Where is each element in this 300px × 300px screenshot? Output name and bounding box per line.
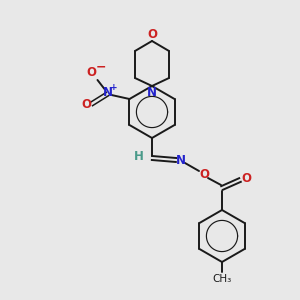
Text: O: O (147, 28, 157, 40)
Text: N: N (103, 86, 112, 100)
Text: O: O (86, 67, 97, 80)
Text: O: O (241, 172, 251, 185)
Text: O: O (82, 98, 92, 112)
Text: O: O (199, 167, 209, 181)
Text: N: N (176, 154, 186, 166)
Text: CH₃: CH₃ (212, 274, 232, 284)
Text: N: N (147, 86, 157, 100)
Text: +: + (110, 82, 117, 91)
Text: −: − (95, 61, 106, 74)
Text: H: H (134, 149, 144, 163)
